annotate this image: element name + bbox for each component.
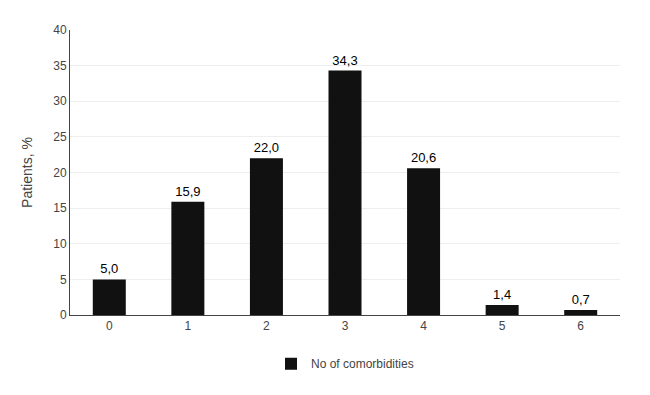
svg-text:5,0: 5,0 [100, 261, 118, 276]
svg-text:0: 0 [106, 319, 113, 333]
svg-text:No of comorbidities: No of comorbidities [311, 357, 414, 371]
svg-text:15: 15 [53, 201, 67, 215]
svg-text:Patients, %: Patients, % [19, 137, 35, 208]
svg-text:10: 10 [53, 237, 67, 251]
svg-text:25: 25 [53, 130, 67, 144]
svg-text:15,9: 15,9 [175, 184, 200, 199]
svg-text:2: 2 [263, 319, 270, 333]
svg-text:30: 30 [53, 94, 67, 108]
svg-text:6: 6 [577, 319, 584, 333]
svg-text:5: 5 [499, 319, 506, 333]
svg-text:40: 40 [53, 23, 67, 37]
svg-text:3: 3 [342, 319, 349, 333]
svg-text:20: 20 [53, 166, 67, 180]
svg-text:22,0: 22,0 [254, 140, 279, 155]
svg-text:20,6: 20,6 [411, 150, 436, 165]
svg-text:0,7: 0,7 [572, 292, 590, 307]
svg-text:35: 35 [53, 59, 67, 73]
svg-text:34,3: 34,3 [332, 53, 357, 68]
svg-text:5: 5 [60, 273, 67, 287]
svg-text:1,4: 1,4 [493, 287, 511, 302]
svg-text:0: 0 [60, 308, 67, 322]
svg-text:4: 4 [420, 319, 427, 333]
svg-text:1: 1 [185, 319, 192, 333]
